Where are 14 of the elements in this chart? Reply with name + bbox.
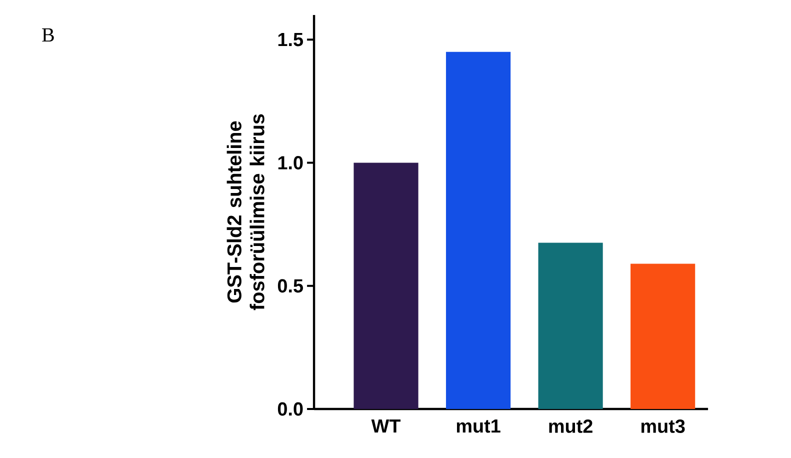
y-axis-title: GST-Sld2 suhteline fosforüülimise kiirus <box>226 114 264 310</box>
x-tick-label: mut3 <box>641 420 685 433</box>
x-tick-label: mut2 <box>549 420 592 433</box>
y-tick-label: 1.0 <box>278 156 303 170</box>
y-tick-label: 0.5 <box>278 279 303 293</box>
y-tick-label: 0.0 <box>278 402 303 416</box>
bar <box>446 52 511 409</box>
bar <box>354 162 418 409</box>
text: B <box>42 28 54 42</box>
x-tick-label: WT <box>371 420 401 433</box>
y-tick-label: 1.5 <box>278 33 303 46</box>
x-tick-label: mut1 <box>456 420 500 433</box>
bar <box>538 242 603 409</box>
bar <box>630 264 696 409</box>
